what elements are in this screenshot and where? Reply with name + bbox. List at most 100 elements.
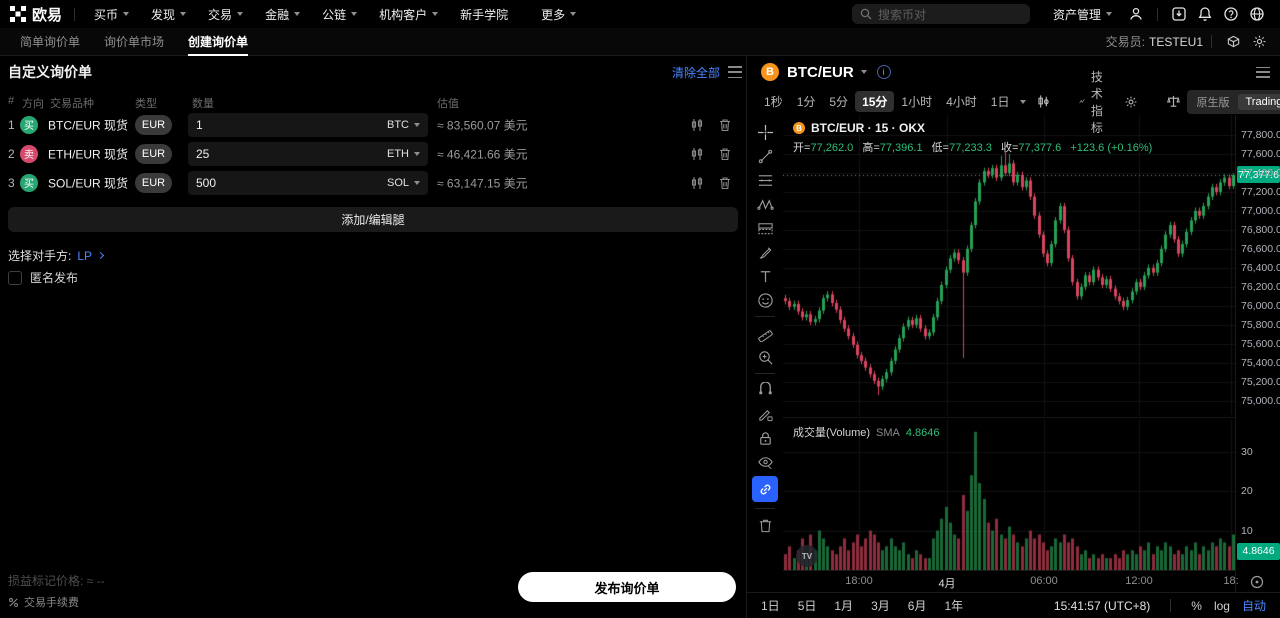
main-area: 自定义询价单 清除全部 # 方向 交易品种 类型 数量 估值 1 买 — [0, 56, 1280, 618]
timeframe-button[interactable]: 15分 — [855, 91, 895, 112]
chart-plot-area[interactable] — [783, 115, 1235, 592]
delete-leg-icon[interactable] — [718, 147, 732, 161]
fib-retracement-tool[interactable] — [752, 168, 778, 192]
long-position-tool[interactable] — [752, 216, 778, 240]
topnav-item[interactable]: 新手学院 — [449, 0, 530, 28]
time-axis[interactable]: 18:00 4月 06:00 12:00 18: — [783, 570, 1239, 592]
okx-logo[interactable]: 欧易 — [10, 4, 62, 25]
amount-input[interactable]: 500 SOL — [188, 170, 428, 195]
pane-divider[interactable] — [783, 417, 1235, 418]
tradingview-option[interactable]: TradingView — [1237, 93, 1280, 110]
compare-button[interactable] — [1160, 94, 1187, 109]
drawing-mode-tool[interactable] — [752, 402, 778, 426]
percent-scale-button[interactable]: % — [1191, 598, 1202, 613]
topnav-item[interactable]: 更多 — [530, 0, 587, 28]
price-axis[interactable]: 77,377.6 4.8646 77,800.0 77,600.0 77,400.0… — [1235, 115, 1280, 592]
lock-drawings-tool[interactable] — [752, 426, 778, 450]
chevron-down-icon[interactable] — [1020, 99, 1027, 104]
range-button[interactable]: 1年 — [944, 599, 964, 613]
measure-tool[interactable] — [752, 321, 778, 345]
topnav-item[interactable]: 买币 — [83, 0, 140, 28]
native-version-option[interactable]: 原生版 — [1196, 96, 1230, 109]
range-button[interactable]: 6月 — [907, 599, 927, 613]
chart-settings-button[interactable] — [1118, 95, 1144, 109]
brush-tool[interactable] — [752, 240, 778, 264]
currency-pill[interactable]: EUR — [135, 114, 172, 135]
subnav-tab[interactable]: 创建询价单 — [176, 28, 260, 56]
timeframe-button[interactable]: 1秒 — [764, 95, 783, 109]
range-button[interactable]: 5日 — [797, 599, 817, 613]
anonymous-checkbox[interactable] — [8, 270, 22, 285]
emoji-tool[interactable] — [752, 288, 778, 312]
topnav-item[interactable]: 金融 — [254, 0, 311, 28]
topnav-item[interactable]: 公链 — [311, 0, 368, 28]
amount-input[interactable]: 25 ETH — [188, 141, 428, 166]
panel-menu-icon[interactable] — [728, 66, 742, 78]
text-tool[interactable] — [752, 264, 778, 288]
chart-candles-icon[interactable] — [690, 147, 704, 161]
info-icon[interactable]: i — [876, 65, 891, 79]
range-button[interactable]: 1日 — [761, 599, 780, 613]
notifications-button[interactable] — [1192, 0, 1218, 28]
timeframe-button[interactable]: 5分 — [829, 95, 849, 109]
publish-rfq-button[interactable]: 发布询价单 — [518, 572, 736, 602]
subnav-tab[interactable]: 询价单市场 — [92, 28, 176, 56]
zoom-in-tool[interactable] — [752, 345, 778, 369]
instrument-selector[interactable]: ETH/EUR 现货 — [48, 145, 143, 162]
price-pane-canvas[interactable] — [783, 115, 1235, 415]
history-button[interactable] — [1220, 28, 1246, 56]
unit-selector[interactable]: ETH — [387, 148, 420, 160]
unit-selector[interactable]: SOL — [387, 177, 420, 189]
chart-candles-icon[interactable] — [690, 118, 704, 132]
log-scale-button[interactable]: log — [1213, 598, 1230, 613]
scroll-to-realtime-icon[interactable] — [1250, 575, 1264, 589]
anonymous-label: 匿名发布 — [30, 271, 79, 285]
search-input[interactable]: 搜索币对 — [851, 4, 1030, 24]
unit-selector[interactable]: BTC — [387, 119, 420, 131]
download-app-button[interactable] — [1166, 0, 1192, 28]
chart-menu-icon[interactable] — [1256, 66, 1270, 78]
instrument-selector[interactable]: SOL/EUR 现货 — [48, 174, 143, 191]
timeframe-button[interactable]: 1分 — [796, 95, 816, 109]
xabcd-pattern-tool[interactable] — [752, 192, 778, 216]
help-button[interactable] — [1218, 0, 1244, 28]
crosshair-tool[interactable] — [752, 120, 778, 144]
topnav-item[interactable]: 交易 — [197, 0, 254, 28]
currency-pill[interactable]: EUR — [135, 143, 172, 164]
chart-footer: 1日 5日 1月 3月 6月 1年 15:41:57 (UTC+8) % log — [747, 592, 1280, 618]
timeframe-button[interactable]: 1小时 — [901, 95, 933, 109]
candle-style-button[interactable] — [1030, 94, 1057, 109]
counterparty-link[interactable]: LP — [77, 248, 93, 263]
instrument-selector[interactable]: BTC/EUR 现货 — [48, 116, 143, 133]
remove-drawings-tool[interactable] — [752, 513, 778, 537]
sync-drawings-tool[interactable] — [752, 476, 778, 502]
magnet-tool[interactable] — [752, 378, 778, 402]
assets-menu[interactable]: 资产管理 — [1042, 0, 1123, 28]
delete-leg-icon[interactable] — [718, 176, 732, 190]
estimated-value: ≈ 46,421.66 美元 — [437, 147, 528, 161]
amount-input[interactable]: 1 BTC — [188, 112, 428, 137]
timeframe-button[interactable]: 4小时 — [946, 95, 977, 109]
chevron-down-icon[interactable] — [860, 70, 867, 74]
topnav-item[interactable]: 机构客户 — [368, 0, 449, 28]
add-edit-legs-button[interactable]: 添加/编辑腿 — [8, 207, 738, 232]
delete-leg-icon[interactable] — [718, 118, 732, 132]
range-button[interactable]: 1月 — [834, 599, 854, 613]
chart-clock[interactable]: 15:41:57 (UTC+8) — [1053, 598, 1151, 613]
auto-scale-button[interactable]: 自动 — [1241, 599, 1266, 613]
side-badge: 买 — [20, 115, 38, 134]
currency-pill[interactable]: EUR — [135, 172, 172, 193]
leg-row: 2 卖 ETH/EUR 现货 EUR 25 ETH ≈ 46,421 — [0, 139, 746, 168]
hide-drawings-tool[interactable] — [752, 450, 778, 474]
volume-pane-canvas[interactable] — [783, 420, 1235, 570]
trendline-tool[interactable] — [752, 144, 778, 168]
subnav-tab[interactable]: 简单询价单 — [8, 28, 92, 56]
settings-button[interactable] — [1246, 28, 1272, 56]
language-button[interactable] — [1244, 0, 1270, 28]
chart-candles-icon[interactable] — [690, 176, 704, 190]
user-button[interactable] — [1123, 0, 1149, 28]
timeframe-button[interactable]: 1日 — [990, 95, 1010, 109]
topnav-item[interactable]: 发现 — [140, 0, 197, 28]
range-button[interactable]: 3月 — [871, 599, 890, 613]
clear-all-link[interactable]: 清除全部 — [671, 65, 720, 80]
